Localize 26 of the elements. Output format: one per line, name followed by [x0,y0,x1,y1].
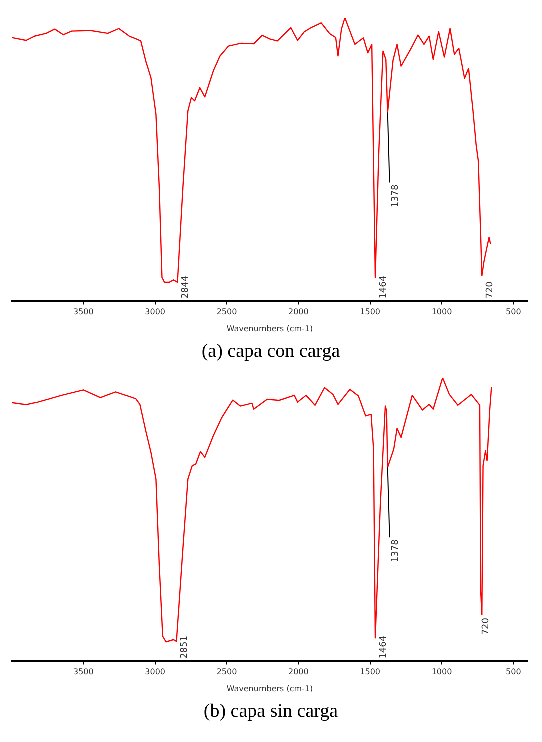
x-axis-title: Wavenumbers (cm-1) [226,684,314,694]
x-tick-label: 1000 [432,308,452,317]
text: (b) capa sin carga [202,700,340,724]
annotation: 1464 [378,276,389,299]
x-tick-label: 3000 [145,308,166,317]
annotation: 720 [481,618,492,636]
annotation: 2851 [180,636,190,659]
text: (a) capa con carga [200,340,342,364]
annotation: 2844 [181,276,192,299]
x-axis-title: Wavenumbers (cm-1) [226,324,314,334]
x-tick-label: 1500 [360,308,381,317]
x-tick-label: 2500 [216,668,238,677]
x-tick-label: 3000 [145,668,166,677]
x-tick-label: 1500 [360,668,381,677]
x-tick-label: 3500 [73,668,94,677]
x-tick-label: 2500 [216,308,238,317]
x-tick-label: 3500 [73,308,94,317]
x-tick-label: 2000 [288,668,309,677]
x-tick-label: 500 [506,668,522,677]
annotation: 720 [485,281,496,299]
annotation: 1378 [391,539,402,563]
annotation: 1378 [391,184,402,208]
annotation: 1464 [378,636,389,659]
x-tick-label: 500 [506,308,522,317]
x-tick-label: 1000 [432,668,452,677]
x-tick-label: 2000 [288,308,309,317]
